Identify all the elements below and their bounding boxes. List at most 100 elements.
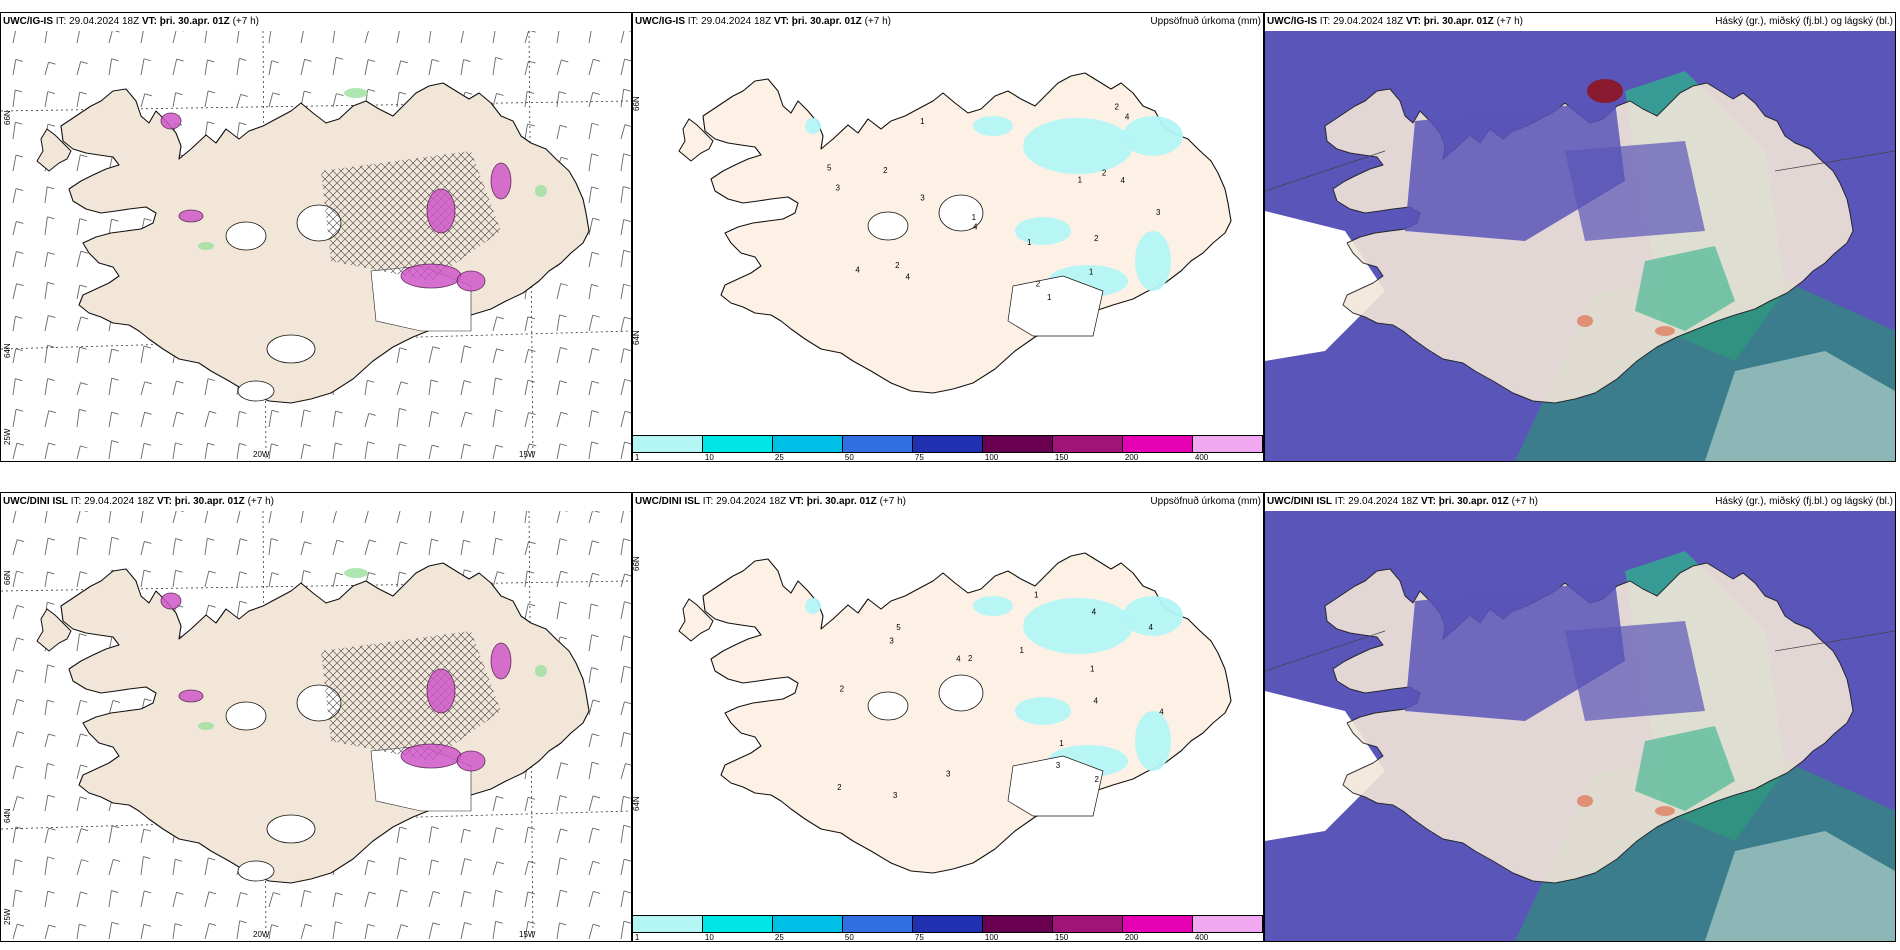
wind-barb (556, 922, 567, 940)
wind-map-top (1, 31, 631, 461)
wind-barb (364, 31, 369, 44)
wind-barb (140, 442, 152, 460)
wind-barb (44, 664, 55, 684)
wind-barb (108, 511, 112, 524)
precip-area (1135, 711, 1171, 771)
wind-barb (300, 890, 312, 908)
wind-barb (460, 31, 464, 44)
wind-barb (428, 859, 439, 876)
wind-barb (460, 380, 472, 396)
wind-map-bottom (1, 511, 631, 941)
wind-barb (236, 920, 247, 940)
wind-barb (140, 890, 152, 908)
wind-barb (12, 283, 24, 300)
wind-barb (172, 92, 183, 108)
wind-barb (588, 572, 600, 588)
wind-barb (204, 570, 216, 588)
precip-value-label: 2 (1094, 234, 1099, 243)
wind-barb (332, 410, 343, 428)
wind-barb (76, 571, 88, 588)
wind-barb (204, 442, 215, 460)
wind-barb (12, 511, 17, 524)
wind-barb (12, 31, 17, 44)
wind-barb (364, 891, 377, 908)
wind-barb (140, 31, 144, 44)
high-cloud-over-land (1565, 141, 1705, 241)
wind-barb (588, 827, 600, 844)
wind-barb (588, 186, 599, 204)
wind-barb (492, 537, 503, 556)
precip-area (1135, 231, 1171, 291)
colorbar-swatch (983, 916, 1053, 932)
wind-barb (76, 284, 87, 300)
wind-barb (44, 186, 55, 204)
wind-barb (300, 923, 313, 940)
wind-barb (556, 570, 568, 588)
wind-barb (524, 316, 535, 332)
snow-area (490, 162, 512, 200)
wind-barb (588, 540, 600, 556)
wind-barb (428, 58, 440, 76)
wind-barb (620, 858, 631, 876)
wind-barb (204, 511, 209, 524)
wind-barb (620, 153, 631, 172)
precip-value-label: 4 (1149, 623, 1154, 632)
wind-barb (524, 412, 536, 428)
wind-barb (172, 858, 183, 876)
wind-barb (236, 94, 248, 108)
wind-barb (268, 31, 272, 44)
wind-barb (44, 699, 55, 716)
precip-labels: 1 1 2 2 3 3 3 4 4 4 1 1 2 2 3 4 5 4 (837, 590, 1164, 800)
wind-barb (460, 828, 472, 844)
colorbar-swatch (773, 916, 843, 932)
wind-barb (332, 572, 344, 588)
wind-barb (108, 411, 119, 428)
wind-barb (364, 859, 376, 876)
lon-label-20: 20W (253, 930, 270, 939)
iceland-landmass (36, 82, 590, 404)
wind-barb (204, 857, 216, 876)
precip-value-label: 5 (896, 623, 901, 632)
wind-barb (588, 284, 599, 300)
wind-barb (492, 92, 504, 108)
wind-barb (76, 764, 88, 780)
wind-barb (172, 380, 184, 396)
wind-barb (620, 249, 631, 268)
wind-barb (44, 410, 56, 428)
wind-barb (556, 795, 568, 812)
wind-barb (332, 31, 336, 44)
colorbar-tick-label: 1 (634, 933, 640, 942)
cloud-map-top (1265, 31, 1895, 461)
wind-barb (460, 443, 472, 460)
wind-barb (44, 216, 55, 236)
wind-barb (44, 61, 56, 76)
wind-barb (396, 407, 407, 428)
lat-label-64: 64N (632, 796, 641, 811)
wind-barb (460, 59, 471, 76)
precip-area (1123, 596, 1183, 636)
precip-colorbar: 1 10 25 50 75 100 150 200 400 (633, 435, 1263, 461)
precip-area (1123, 116, 1183, 156)
wind-barb (588, 410, 599, 428)
precip-value-label: 5 (827, 163, 832, 172)
wind-barb (396, 31, 407, 44)
wind-barb (108, 58, 119, 76)
wind-barb (620, 920, 631, 940)
wind-barb (236, 442, 247, 460)
wind-barb (524, 921, 536, 940)
wind-barb (428, 922, 440, 940)
wind-barb (524, 860, 536, 876)
wind-barb (556, 601, 567, 620)
high-cloud-over-land (1565, 621, 1705, 721)
wind-barb (524, 443, 537, 460)
precip-value-label: 2 (1095, 775, 1100, 784)
deep-cloud-core (1587, 79, 1623, 103)
convective-core (1577, 795, 1593, 807)
wind-barb (396, 889, 408, 908)
glacier-outline (225, 221, 267, 251)
wind-barb (12, 442, 25, 460)
colorbar-tick-label: 100 (984, 453, 999, 462)
lon-label-20: 20W (253, 450, 270, 459)
wind-barb (556, 347, 568, 364)
wind-barb (76, 250, 88, 268)
